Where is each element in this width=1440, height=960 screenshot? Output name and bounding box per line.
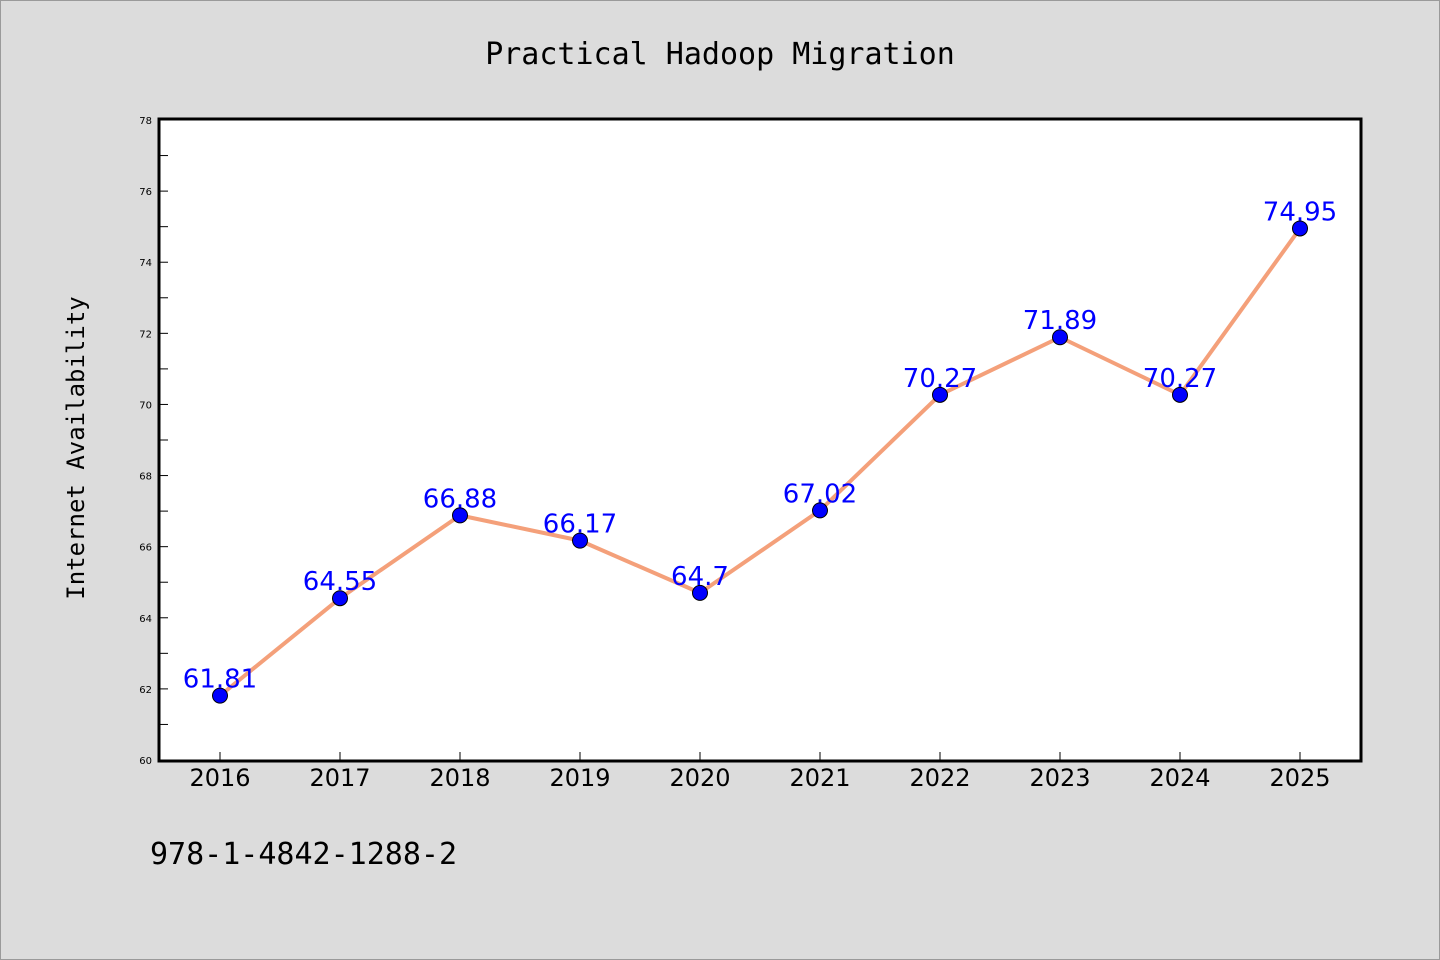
x-tick-label: 2019 [549, 764, 610, 792]
plot-area [157, 117, 1363, 763]
data-point [332, 590, 348, 607]
x-tick-label: 2024 [1149, 764, 1210, 792]
data-point [932, 386, 948, 403]
y-axis-label: Internet Availability [62, 296, 90, 599]
data-label: 70.27 [1143, 364, 1217, 394]
data-label: 74.95 [1263, 197, 1337, 227]
x-tick-label: 2022 [909, 764, 970, 792]
x-tick-label: 2016 [189, 764, 250, 792]
chart-title: Practical Hadoop Migration [485, 37, 955, 72]
x-tick-label: 2018 [429, 764, 490, 792]
x-tick-label: 2023 [1029, 764, 1090, 792]
data-point [212, 687, 228, 704]
y-tick-label: 78 [139, 116, 152, 127]
data-point [452, 507, 468, 524]
x-tick-label: 2025 [1269, 764, 1330, 792]
y-tick-label: 66 [139, 543, 152, 554]
y-tick-label: 64 [139, 614, 152, 625]
y-tick-label: 60 [139, 756, 152, 767]
y-tick-label: 76 [139, 187, 152, 198]
series-line [218, 227, 1302, 698]
data-label: 70.27 [903, 364, 977, 394]
data-label: 66.17 [543, 510, 617, 540]
isbn-text: 978-1-4842-1288-2 [150, 837, 457, 872]
x-tick-label: 2017 [309, 764, 370, 792]
data-point [692, 584, 708, 601]
data-label: 67.02 [783, 479, 857, 509]
data-point [572, 532, 588, 549]
y-tick-label: 62 [139, 685, 152, 696]
series-group: 61.81 64.55 66.88 66.17 64.7 67.02 70.27 71.89 7… [183, 197, 1337, 704]
data-label: 64.55 [303, 567, 377, 597]
y-tick-label: 72 [139, 329, 152, 340]
y-tick-label: 70 [139, 400, 152, 411]
data-point [1172, 386, 1188, 403]
y-tick-label: 68 [139, 472, 152, 483]
data-point [1052, 329, 1068, 346]
data-point [1292, 220, 1308, 237]
y-axis: 60 62 64 66 68 70 72 74 76 78 [139, 116, 168, 767]
data-label: 61.81 [183, 665, 257, 695]
data-point [812, 502, 828, 519]
x-tick-label: 2021 [789, 764, 850, 792]
x-tick-label: 2020 [669, 764, 730, 792]
data-label: 66.88 [423, 484, 497, 514]
y-tick-label: 74 [139, 258, 152, 269]
x-axis: 2016 2017 2018 2019 2020 2021 2022 2023 2024 2025 [189, 752, 1331, 792]
data-label: 64.7 [671, 562, 729, 592]
data-label: 71.89 [1023, 306, 1097, 336]
